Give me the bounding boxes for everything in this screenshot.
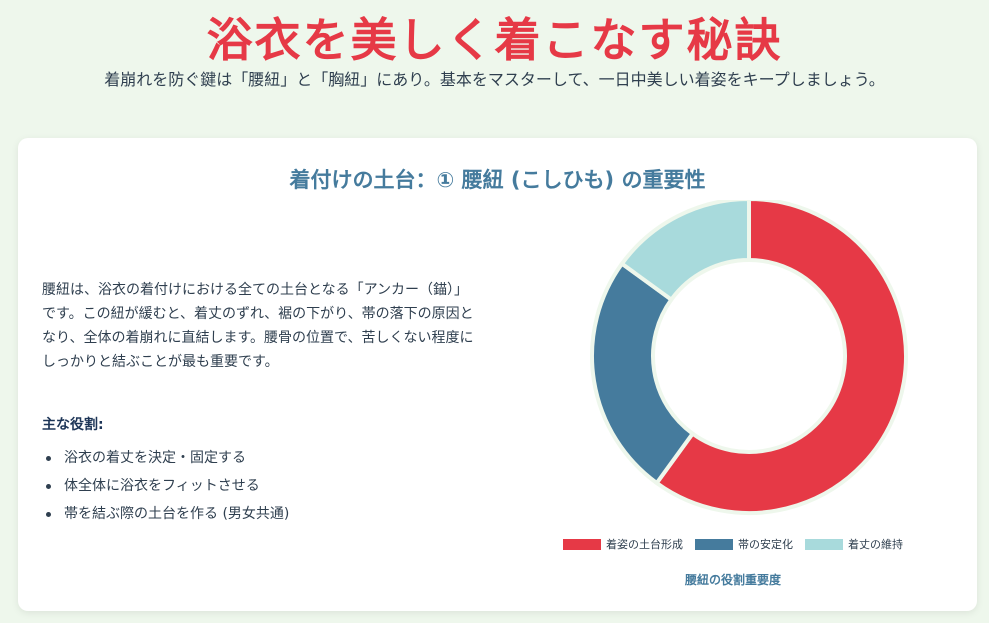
roles-heading: 主な役割:	[42, 417, 104, 433]
donut-slice-0[interactable]	[653, 200, 908, 515]
content-card: 着付けの土台：① 腰紐 (こしひも) の重要性 腰紐は、浴衣の着付けにおける全て…	[18, 138, 977, 611]
legend-swatch	[805, 538, 843, 550]
list-item: 体全体に浴衣をフィットさせる	[42, 472, 482, 500]
legend-swatch	[563, 538, 601, 550]
chart-title: 腰紐の役割重要度	[684, 573, 781, 587]
list-item: 浴衣の着丈を決定・固定する	[42, 444, 482, 472]
section-description: 腰紐は、浴衣の着付けにおける全ての土台となる「アンカー（錨）」です。この紐が緩む…	[42, 282, 474, 370]
legend-item-obi-stability[interactable]: 帯の安定化	[695, 536, 793, 552]
list-item: 帯を結ぶ際の土台を作る (男女共通)	[42, 500, 482, 528]
legend-label: 着姿の土台形成	[606, 538, 683, 551]
legend-item-length-keep[interactable]: 着丈の維持	[805, 536, 903, 552]
chart-legend: 着姿の土台形成 帯の安定化 着丈の維持	[518, 536, 948, 552]
legend-label: 着丈の維持	[848, 538, 903, 551]
donut-chart: 着姿の土台形成 帯の安定化 着丈の維持 腰紐の役割重要度	[518, 200, 948, 600]
donut-slice-1[interactable]	[590, 260, 696, 486]
legend-swatch	[695, 538, 733, 550]
section-title: 着付けの土台：① 腰紐 (こしひも) の重要性	[289, 168, 706, 192]
legend-label: 帯の安定化	[738, 538, 793, 551]
donut-chart-svg	[590, 200, 908, 515]
roles-list: 浴衣の着丈を決定・固定する 体全体に浴衣をフィットさせる 帯を結ぶ際の土台を作る…	[42, 444, 482, 528]
page-title: 浴衣を美しく着こなす秘訣	[206, 13, 783, 67]
page-subtitle: 着崩れを防ぐ鍵は「腰紐」と「胸紐」にあり。基本をマスターして、一日中美しい着姿を…	[104, 70, 885, 89]
legend-item-foundation[interactable]: 着姿の土台形成	[563, 536, 683, 552]
donut-slice-2[interactable]	[619, 200, 751, 303]
